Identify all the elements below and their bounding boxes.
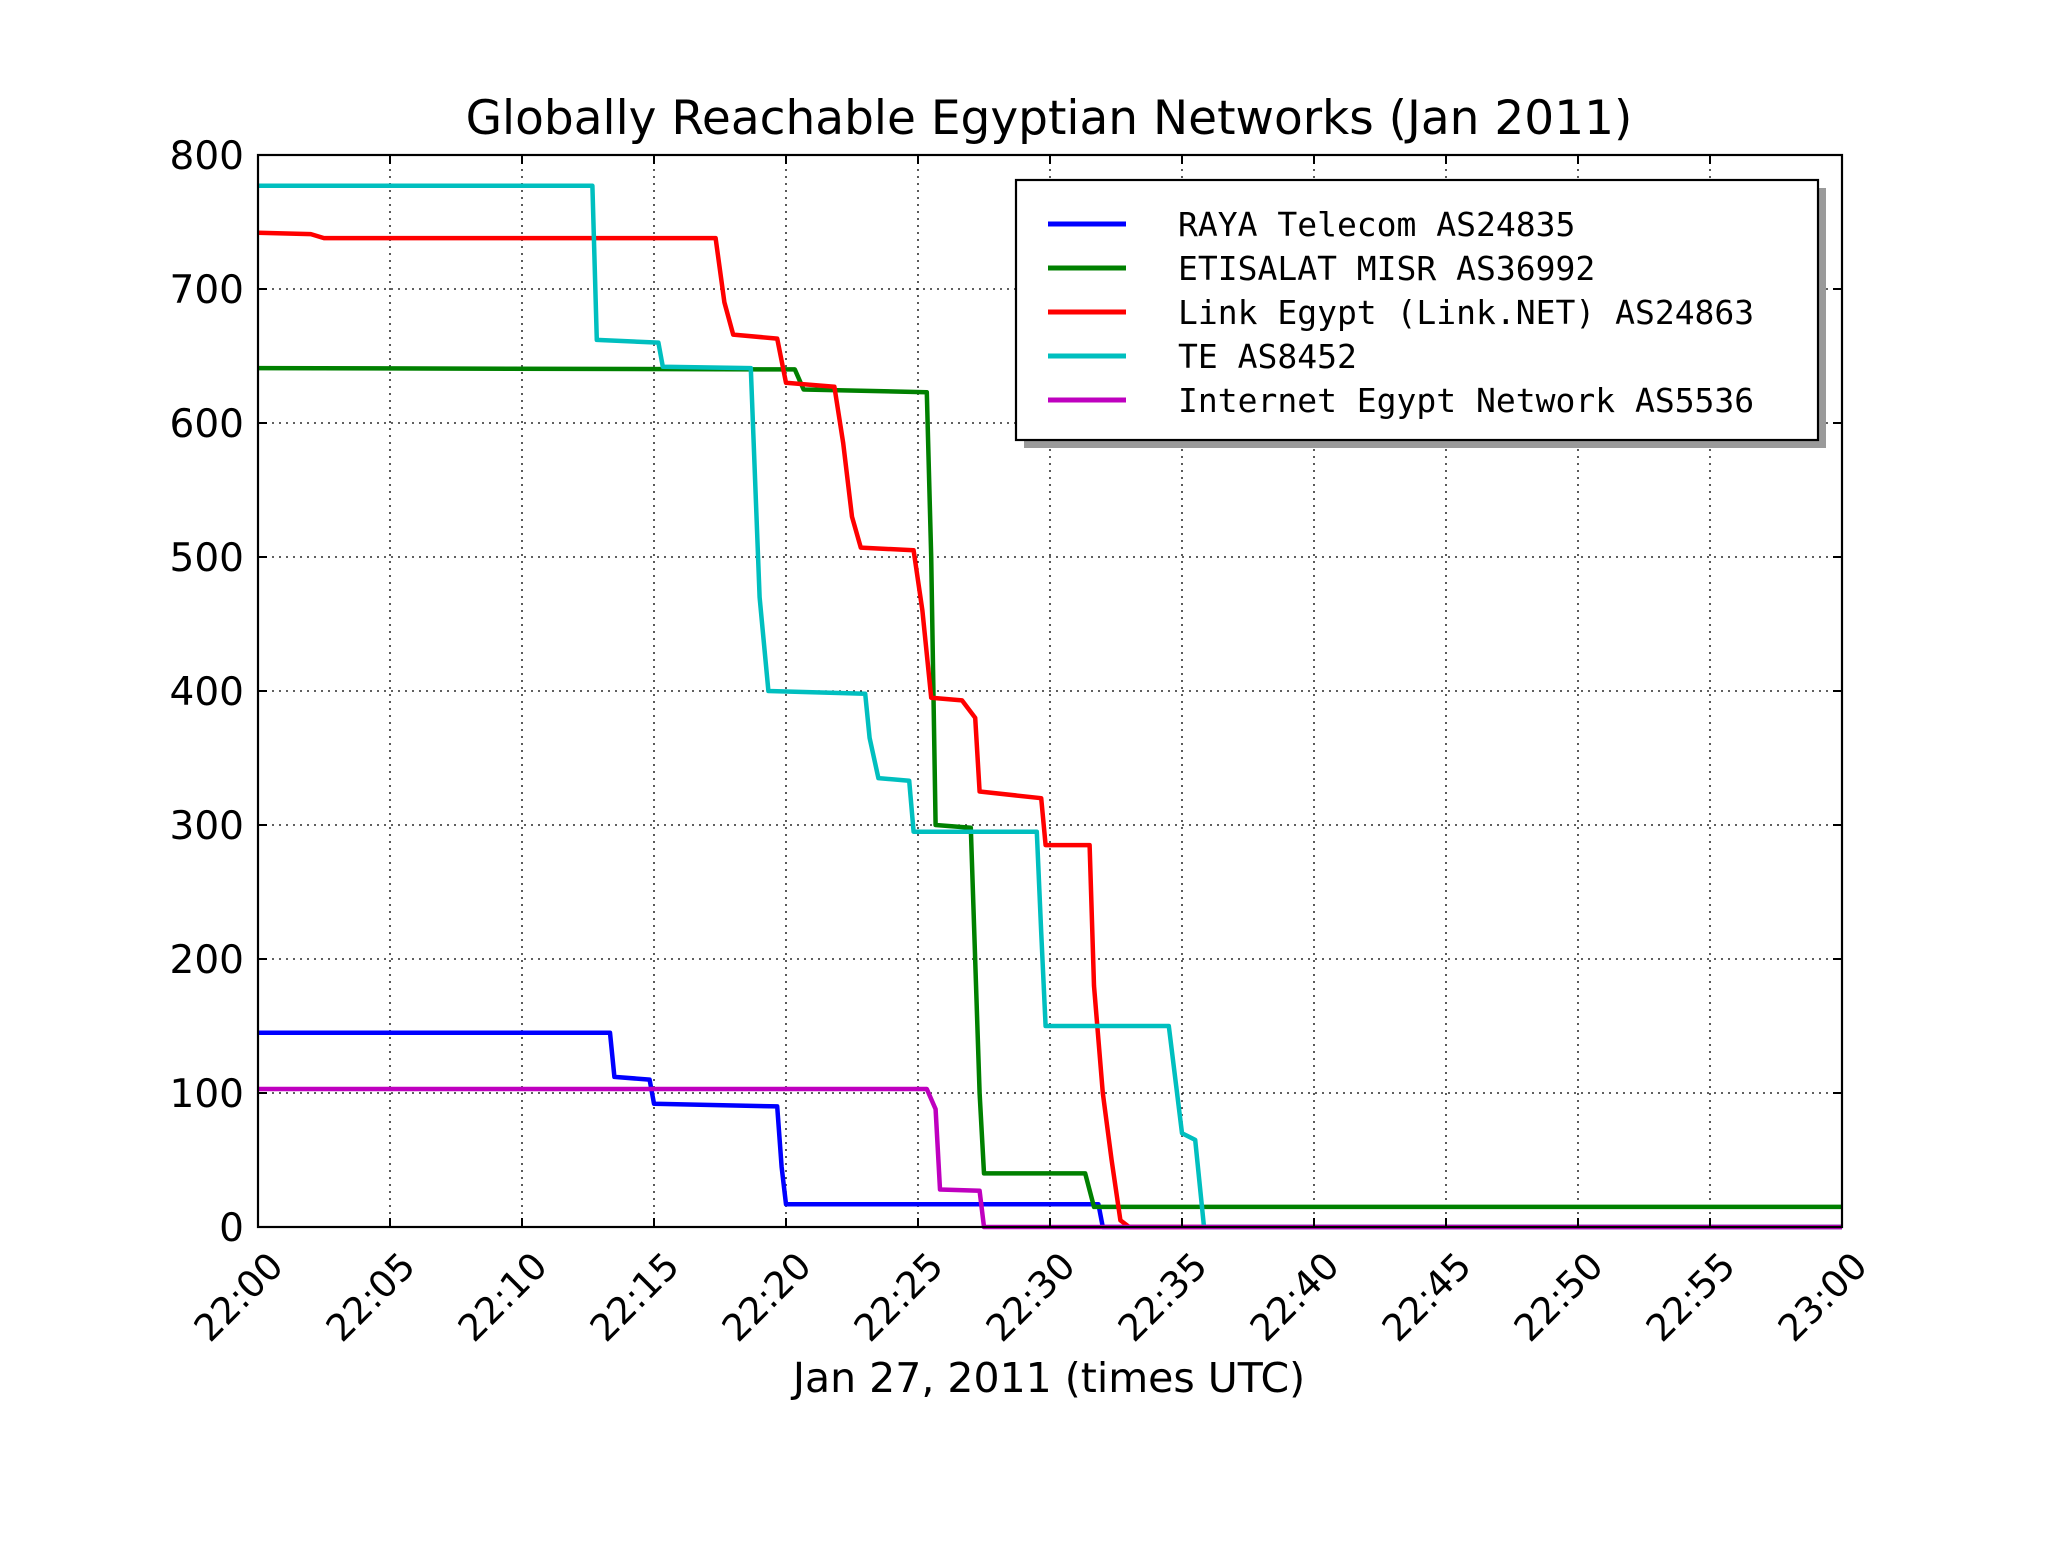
series-line-1 — [258, 1030, 1842, 1230]
y-tick-label: 700 — [170, 268, 244, 313]
y-tick-label: 800 — [170, 134, 244, 179]
y-tick-label: 400 — [170, 670, 244, 715]
y-tick-label: 500 — [170, 536, 244, 581]
y-tick-label: 300 — [170, 804, 244, 849]
x-axis-label: Jan 27, 2011 (times UTC) — [790, 1354, 1305, 1402]
legend-label: Internet Egypt Network AS5536 — [1178, 381, 1754, 420]
legend-label: TE AS8452 — [1178, 337, 1357, 376]
y-tick-label: 200 — [170, 938, 244, 983]
legend-label: RAYA Telecom AS24835 — [1178, 205, 1575, 244]
series-line-4 — [258, 183, 1842, 1230]
chart-title: Globally Reachable Egyptian Networks (Ja… — [466, 91, 1633, 146]
legend-box — [1014, 178, 1820, 442]
y-tick-label: 0 — [219, 1206, 244, 1251]
series-line-3 — [258, 230, 1842, 1230]
y-tick-label: 100 — [170, 1072, 244, 1117]
legend-label: ETISALAT MISR AS36992 — [1178, 249, 1595, 288]
legend: RAYA Telecom AS24835 ETISALAT MISR AS3699… — [1014, 178, 1826, 448]
y-tick-label: 600 — [170, 402, 244, 447]
legend-label: Link Egypt (Link.NET) AS24863 — [1178, 293, 1754, 332]
